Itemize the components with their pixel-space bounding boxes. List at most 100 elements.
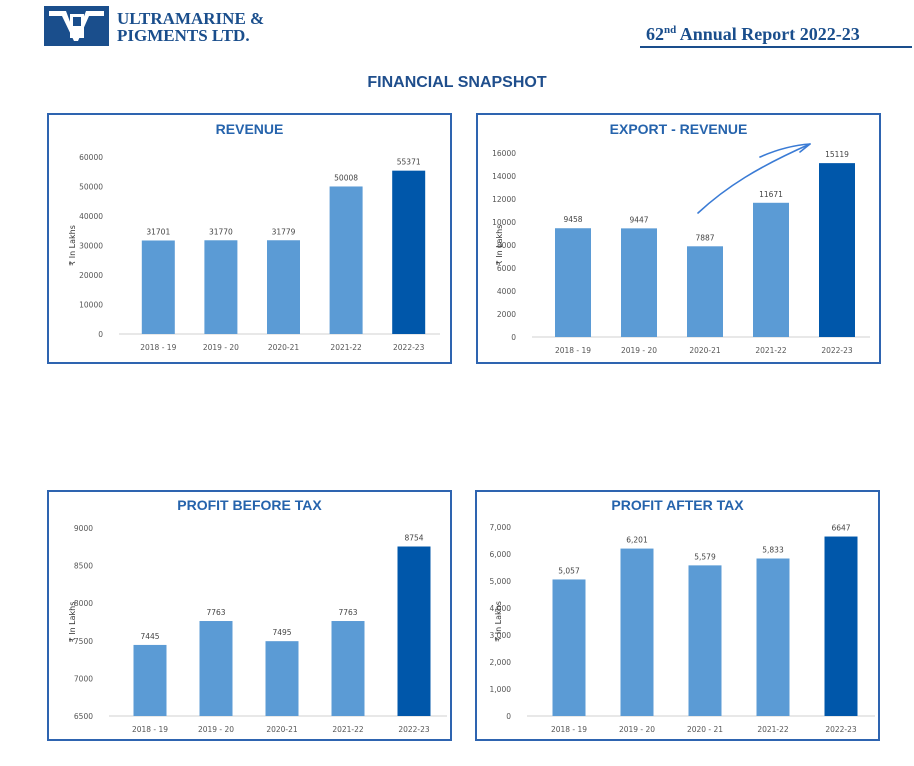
x-tick-label: 2022-23 bbox=[825, 725, 857, 734]
data-label: 5,833 bbox=[762, 546, 784, 555]
y-axis-label: ₹ In Lakhs bbox=[68, 602, 77, 643]
y-tick-label: 7500 bbox=[74, 637, 93, 646]
profit-after-tax-chart: PROFIT AFTER TAX 0 1,000 2,000 3,000 4,000 5,0… bbox=[490, 497, 875, 734]
revenue-chart-panel: REVENUE 0 10000 20000 30000 40000 50000 60000 ₹ … bbox=[47, 113, 452, 364]
y-tick-label: 30000 bbox=[79, 242, 103, 251]
bar bbox=[688, 565, 722, 716]
data-label: 11671 bbox=[759, 190, 783, 199]
page-title: FINANCIAL SNAPSHOT bbox=[367, 74, 547, 91]
y-tick-label: 12000 bbox=[492, 195, 516, 204]
report-number: 62 bbox=[646, 24, 664, 44]
data-label: 9458 bbox=[563, 215, 582, 224]
data-label: 7495 bbox=[272, 628, 291, 637]
x-tick-label: 2022-23 bbox=[821, 346, 853, 355]
y-tick-label: 2000 bbox=[497, 310, 516, 319]
y-tick-label: 4000 bbox=[497, 287, 516, 296]
x-tick-label: 2021-22 bbox=[330, 343, 362, 352]
y-tick-label: 7,000 bbox=[490, 523, 512, 532]
bar bbox=[824, 536, 858, 716]
x-tick-label: 2019 - 20 bbox=[203, 343, 239, 352]
y-axis-label: ₹ In Lakhs bbox=[495, 225, 504, 266]
data-label: 55371 bbox=[397, 158, 421, 167]
header-rule bbox=[640, 46, 912, 48]
x-tick-label: 2018 - 19 bbox=[132, 725, 168, 734]
data-label: 9447 bbox=[629, 215, 648, 224]
data-label: 5,579 bbox=[694, 552, 716, 561]
data-label: 31770 bbox=[209, 227, 233, 236]
x-tick-label: 2020-21 bbox=[689, 346, 721, 355]
y-tick-label: 0 bbox=[98, 330, 103, 339]
profit-before-tax-chart: PROFIT BEFORE TAX 6500 7000 7500 8000 8500 900… bbox=[68, 497, 447, 734]
bar bbox=[141, 240, 175, 334]
y-tick-label: 5,000 bbox=[490, 577, 512, 586]
bar bbox=[620, 548, 654, 716]
bar bbox=[687, 246, 723, 337]
company-name: ULTRAMARINE & PIGMENTS LTD. bbox=[117, 10, 264, 44]
x-tick-label: 2018 - 19 bbox=[551, 725, 587, 734]
y-tick-label: 2,000 bbox=[490, 658, 512, 667]
export-revenue-chart: EXPORT - REVENUE 0 2000 4000 6000 8000 10000 12… bbox=[492, 121, 870, 355]
bar bbox=[392, 170, 426, 334]
x-tick-label: 2021-22 bbox=[755, 346, 787, 355]
chart-title: REVENUE bbox=[216, 121, 284, 137]
y-tick-label: 60000 bbox=[79, 153, 103, 162]
y-tick-label: 50000 bbox=[79, 183, 103, 192]
data-label: 7763 bbox=[206, 608, 225, 617]
y-tick-label: 20000 bbox=[79, 271, 103, 280]
chart-title: PROFIT AFTER TAX bbox=[611, 497, 744, 513]
company-name-line1: ULTRAMARINE & bbox=[117, 9, 265, 28]
logo-mark-icon bbox=[49, 11, 104, 41]
bar bbox=[621, 228, 657, 337]
x-tick-label: 2020-21 bbox=[268, 343, 300, 352]
data-label: 31779 bbox=[272, 227, 296, 236]
data-label: 31701 bbox=[146, 227, 170, 236]
bar bbox=[753, 202, 789, 337]
x-tick-label: 2018 - 19 bbox=[140, 343, 176, 352]
x-tick-label: 2020-21 bbox=[266, 725, 298, 734]
bar bbox=[552, 579, 586, 716]
x-tick-label: 2019 - 20 bbox=[198, 725, 234, 734]
y-tick-label: 6,000 bbox=[490, 550, 512, 559]
x-tick-label: 2018 - 19 bbox=[555, 346, 591, 355]
y-tick-label: 8000 bbox=[497, 241, 516, 250]
y-tick-label: 7000 bbox=[74, 674, 93, 683]
bar bbox=[819, 163, 855, 337]
x-tick-label: 2021-22 bbox=[332, 725, 364, 734]
y-axis-label: ₹ In Lakhs bbox=[68, 225, 77, 266]
data-label: 7763 bbox=[338, 608, 357, 617]
bar bbox=[331, 621, 365, 716]
x-tick-label: 2022-23 bbox=[393, 343, 425, 352]
data-label: 5,057 bbox=[558, 566, 580, 575]
bar bbox=[199, 621, 233, 716]
report-title: 62nd Annual Report 2022-23 bbox=[646, 24, 860, 45]
y-tick-label: 3,000 bbox=[490, 631, 512, 640]
y-tick-label: 16000 bbox=[492, 149, 516, 158]
y-tick-label: 1,000 bbox=[490, 685, 512, 694]
y-tick-label: 10000 bbox=[492, 218, 516, 227]
bar bbox=[265, 641, 299, 716]
y-tick-label: 40000 bbox=[79, 212, 103, 221]
data-label: 15119 bbox=[825, 150, 849, 159]
bar bbox=[267, 240, 300, 334]
x-tick-label: 2020 - 21 bbox=[687, 725, 723, 734]
x-tick-label: 2021-22 bbox=[757, 725, 789, 734]
hand-drawn-arrow-icon bbox=[697, 143, 811, 214]
x-tick-label: 2019 - 20 bbox=[619, 725, 655, 734]
y-axis-label: ₹ In Lakhs bbox=[494, 601, 503, 642]
y-tick-label: 4,000 bbox=[490, 604, 512, 613]
y-tick-label: 8000 bbox=[74, 599, 93, 608]
report-title-rest: Annual Report 2022-23 bbox=[676, 24, 860, 44]
data-label: 8754 bbox=[404, 533, 423, 542]
bar bbox=[555, 228, 591, 337]
profit-after-tax-chart-panel: PROFIT AFTER TAX 0 1,000 2,000 3,000 4,000 5,0… bbox=[475, 490, 880, 741]
x-tick-label: 2019 - 20 bbox=[621, 346, 657, 355]
y-tick-label: 14000 bbox=[492, 172, 516, 181]
company-name-line2: PIGMENTS LTD. bbox=[117, 26, 250, 45]
y-tick-label: 8500 bbox=[74, 562, 93, 571]
bar bbox=[133, 644, 167, 716]
data-label: 50008 bbox=[334, 173, 358, 182]
bar bbox=[329, 186, 363, 334]
y-tick-label: 6000 bbox=[497, 264, 516, 273]
data-label: 7445 bbox=[140, 632, 159, 641]
profit-before-tax-chart-panel: PROFIT BEFORE TAX 6500 7000 7500 8000 8500 900… bbox=[47, 490, 452, 741]
